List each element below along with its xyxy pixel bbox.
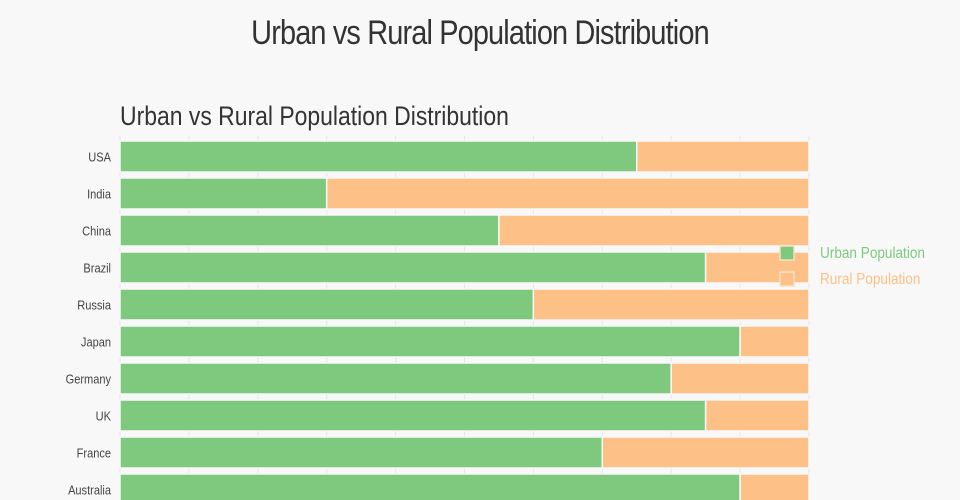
bar-rural xyxy=(601,436,810,469)
bar-rural xyxy=(739,325,810,358)
category-label: Russia xyxy=(77,298,111,313)
bar-rural xyxy=(325,177,810,210)
bar-rural xyxy=(739,473,810,500)
bar-rural xyxy=(636,140,810,173)
page-title: Urban vs Rural Population Distribution xyxy=(251,14,709,52)
bar-urban xyxy=(119,399,707,432)
bar-urban xyxy=(119,214,500,247)
bar-urban xyxy=(119,473,741,500)
bar-rural xyxy=(704,399,810,432)
bar-rural xyxy=(670,362,810,395)
bar-rural xyxy=(498,214,810,247)
bar-urban xyxy=(119,362,672,395)
legend-swatch-0 xyxy=(779,245,795,261)
category-label: Germany xyxy=(66,372,111,387)
bar-urban xyxy=(119,288,535,321)
category-label: Japan xyxy=(81,335,111,350)
category-label: USA xyxy=(88,150,112,165)
category-label: Brazil xyxy=(83,261,111,276)
bar-urban xyxy=(119,140,638,173)
bar-rural xyxy=(532,288,810,321)
bar-urban xyxy=(119,325,741,358)
chart-title: Urban vs Rural Population Distribution xyxy=(120,101,509,131)
bar-urban xyxy=(119,251,707,284)
legend-label: Urban Population xyxy=(820,245,925,262)
legend-swatch-1 xyxy=(779,271,795,287)
category-label: France xyxy=(77,446,112,461)
category-label: UK xyxy=(96,409,111,424)
category-label: India xyxy=(87,187,111,202)
legend-label: Rural Population xyxy=(820,271,920,288)
bar-urban xyxy=(119,436,604,469)
category-label: Australia xyxy=(68,483,111,498)
bar-urban xyxy=(119,177,328,210)
category-label: China xyxy=(82,224,111,239)
